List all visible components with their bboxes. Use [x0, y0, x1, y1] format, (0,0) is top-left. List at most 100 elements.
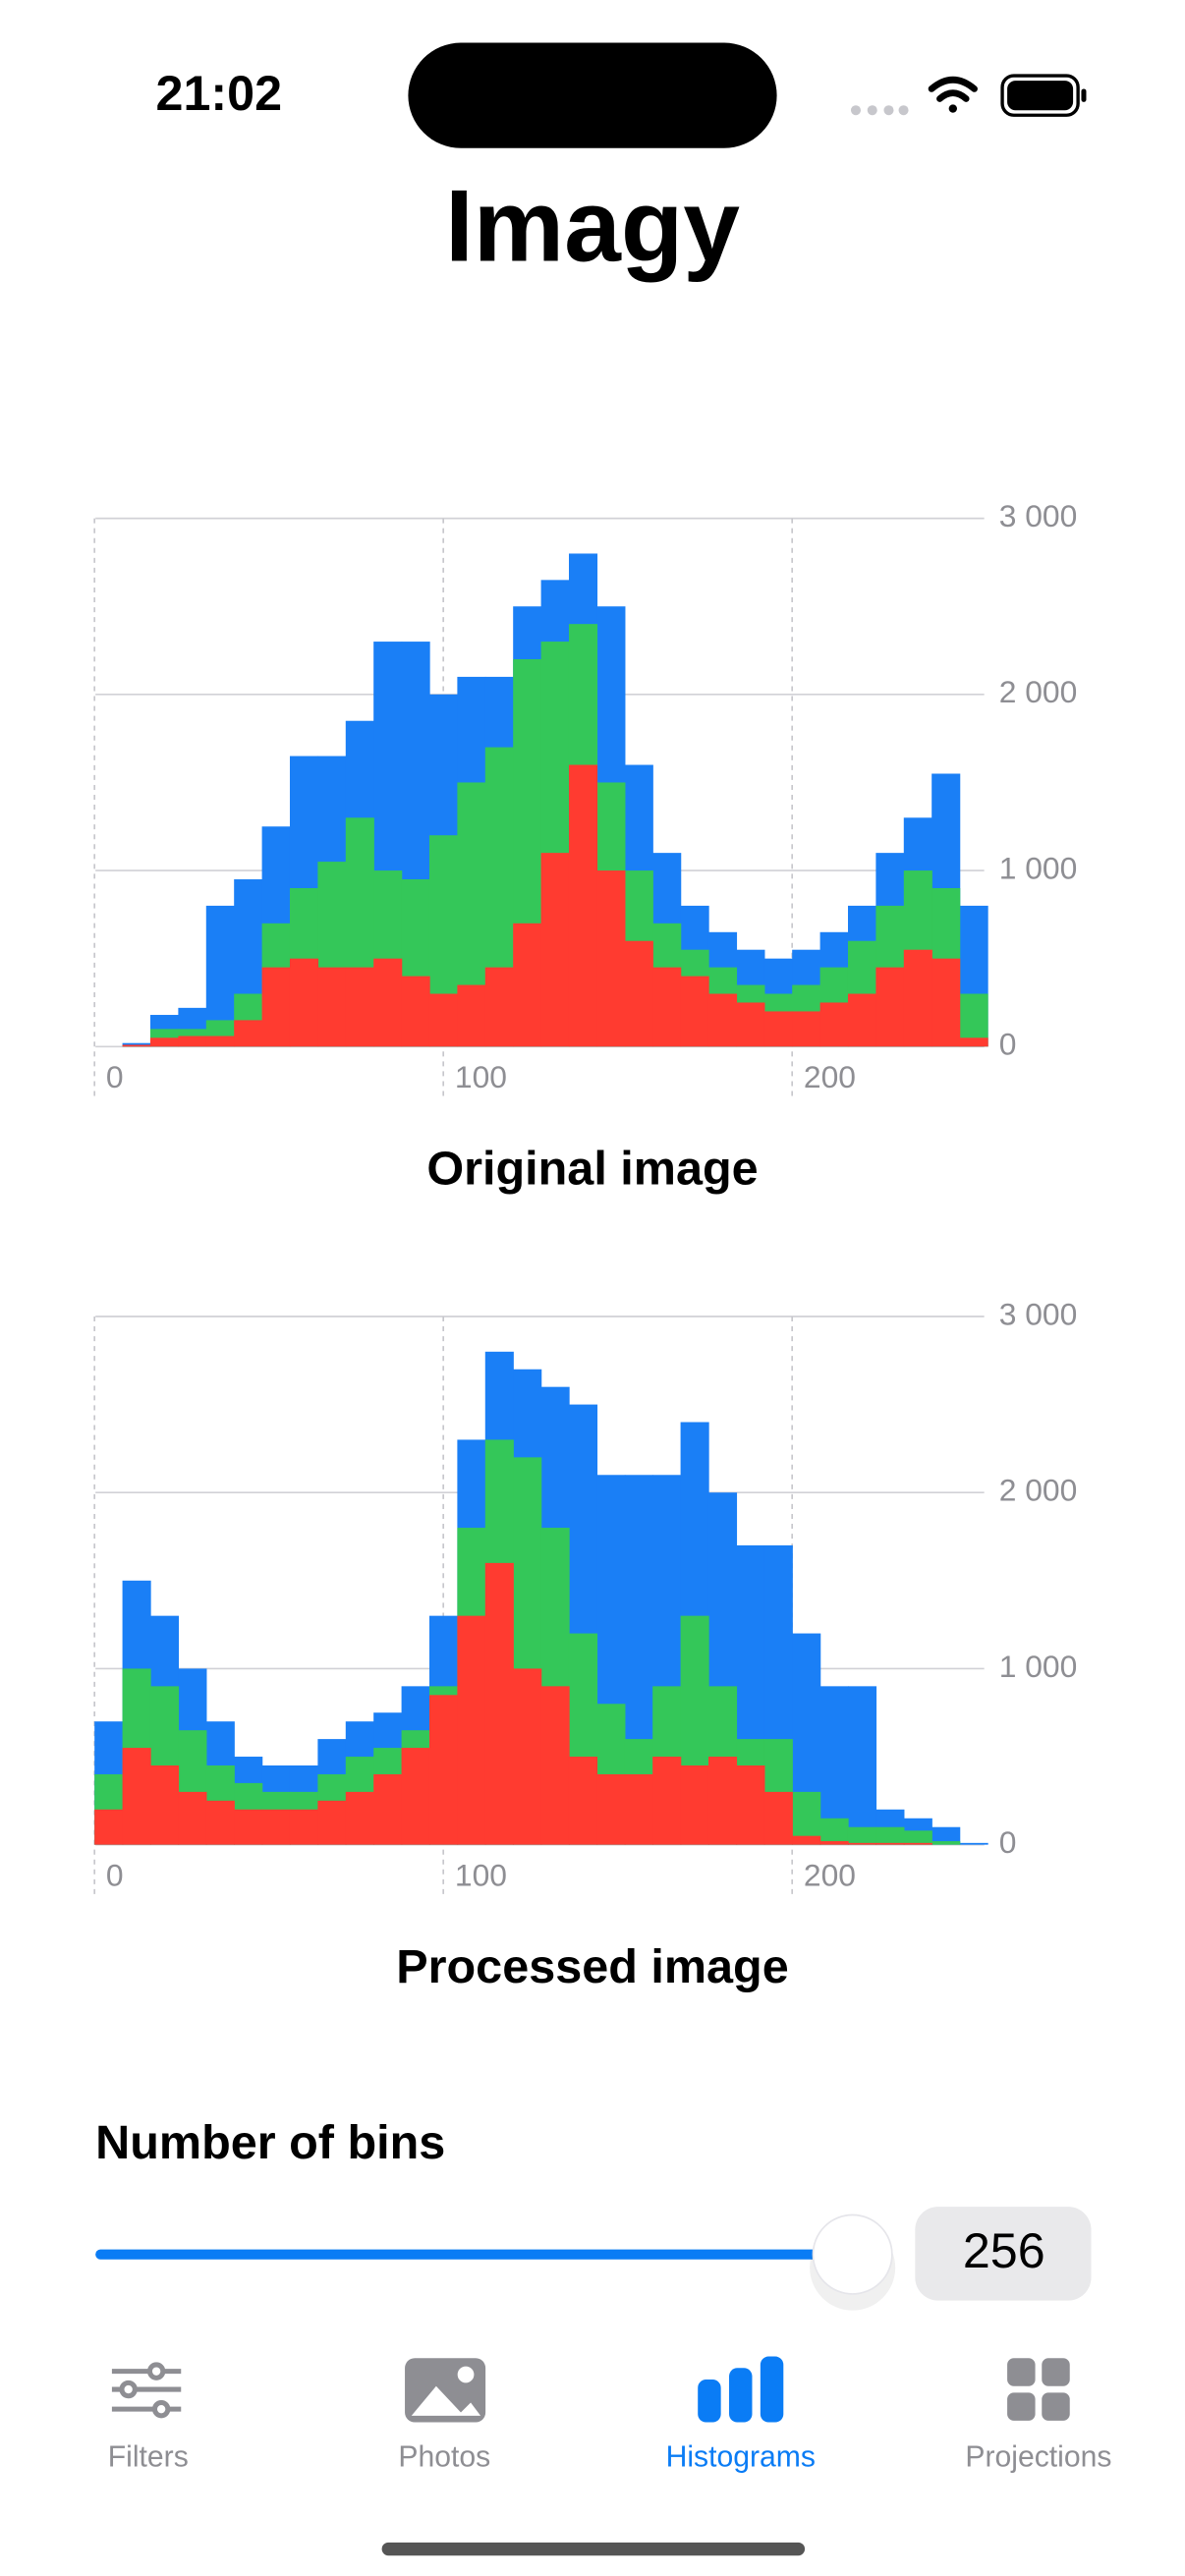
x-tick-label: 200 [804, 1059, 856, 1094]
chart-caption: Processed image [396, 1940, 789, 1993]
status-time: 21:02 [156, 66, 282, 121]
y-tick-label: 3 000 [999, 1296, 1078, 1331]
charts: 0 1 000 2 000 3 000 0 100 200 Original image 0 1 … [93, 498, 1078, 1993]
y-tick-label: 0 [999, 1027, 1017, 1062]
histogram-bar [484, 967, 514, 1047]
histogram-bar [847, 1842, 877, 1845]
histogram-bar [234, 1809, 263, 1845]
histogram-bar [847, 993, 877, 1047]
histogram-bar [428, 1695, 459, 1845]
histogram-bar [903, 1842, 932, 1845]
histogram-bar [596, 870, 626, 1047]
y-tick-label: 2 000 [999, 674, 1078, 709]
histogram-bar [736, 1002, 765, 1047]
histogram-bar [596, 1773, 626, 1845]
wifi-icon [928, 76, 978, 113]
histogram-bar [484, 1562, 514, 1845]
y-tick-label: 0 [999, 1824, 1017, 1860]
histogram-bar [540, 1686, 570, 1845]
histogram-bar [707, 993, 738, 1047]
y-tick-label: 1 000 [999, 1649, 1078, 1684]
histogram-bar [652, 967, 682, 1047]
histogram-bar [178, 1791, 207, 1845]
histogram-bar [205, 1800, 235, 1845]
histogram-bar [959, 1842, 988, 1845]
x-tick-label: 0 [106, 1858, 124, 1893]
histogram-bar [401, 1748, 430, 1845]
tab-filters[interactable]: Filters [108, 2362, 189, 2473]
histogram-bar [373, 1773, 403, 1845]
histogram-bar [819, 1818, 849, 1845]
histogram-bar [819, 1841, 849, 1845]
tab-photos[interactable]: Photos [398, 2358, 490, 2473]
histogram-bar [652, 1757, 682, 1845]
histogram-bar [680, 976, 709, 1047]
histogram-bar [931, 1826, 961, 1845]
histogram-bar [903, 1830, 932, 1845]
histogram-bar [289, 1809, 319, 1845]
chart-caption: Original image [426, 1142, 758, 1195]
histogram-bar [763, 1791, 793, 1845]
histogram-bar [903, 949, 932, 1047]
histogram-bar [149, 1764, 180, 1845]
histogram-bar [875, 1842, 905, 1845]
histogram-bar [624, 940, 653, 1047]
histogram-bar [428, 993, 459, 1047]
tab-label: Projections [965, 2440, 1111, 2473]
tab-projections[interactable]: Projections [965, 2358, 1111, 2473]
x-tick-label: 200 [804, 1858, 856, 1893]
histogram-bar [875, 1826, 905, 1845]
histogram-bar [819, 1002, 849, 1047]
y-tick-label: 2 000 [999, 1473, 1078, 1508]
histogram-bar [792, 1835, 821, 1845]
histogram-bar [317, 1800, 347, 1845]
histogram-bar [122, 1044, 151, 1047]
histogram-bar [847, 1686, 877, 1845]
histogram-bar [707, 1757, 738, 1845]
histogram-bar [931, 958, 961, 1047]
x-tick-label: 0 [106, 1059, 124, 1094]
histogram-bar [568, 1757, 598, 1845]
signal-dots [850, 105, 909, 116]
histogram-bar [513, 1668, 542, 1845]
slider-fill [95, 2249, 853, 2260]
tab-label: Histograms [666, 2440, 816, 2473]
histogram-bar [261, 967, 291, 1047]
tab-label: Filters [108, 2440, 189, 2473]
histogram-bar [931, 1841, 961, 1845]
app-title: Imagy [445, 169, 740, 283]
histogram-bar [457, 1615, 486, 1845]
histogram-bar [568, 764, 598, 1047]
histogram-bar [540, 853, 570, 1047]
histogram-bar [178, 1036, 207, 1047]
battery-icon [1000, 74, 1087, 117]
histogram-bar [401, 976, 430, 1047]
x-tick-label: 100 [455, 1858, 507, 1893]
histogram-bar [205, 1036, 235, 1047]
control-label: Number of bins [95, 2116, 445, 2169]
histogram-bar [345, 967, 374, 1047]
slider-knob[interactable] [812, 2213, 893, 2295]
histogram-bar [149, 1037, 180, 1047]
histogram-bar [289, 958, 319, 1047]
histogram-bar [624, 1773, 653, 1845]
value-box [915, 2207, 1092, 2301]
histogram-bar [875, 967, 905, 1047]
histogram-bar [513, 923, 542, 1047]
histogram-bar [736, 1764, 765, 1845]
home-indicator [381, 2542, 806, 2556]
value-text: 256 [963, 2223, 1045, 2278]
histogram-bar [94, 1809, 124, 1845]
y-tick-label: 3 000 [999, 498, 1078, 533]
histogram-bar [457, 984, 486, 1047]
tab-histograms[interactable]: Histograms [666, 2356, 816, 2474]
y-tick-label: 1 000 [999, 850, 1078, 885]
histogram-bar [261, 1809, 291, 1845]
histogram-bar [122, 1748, 151, 1845]
histogram-bar [680, 1764, 709, 1845]
histogram-bar [345, 1791, 374, 1845]
x-tick-label: 100 [455, 1059, 507, 1094]
dynamic-island [408, 42, 777, 148]
